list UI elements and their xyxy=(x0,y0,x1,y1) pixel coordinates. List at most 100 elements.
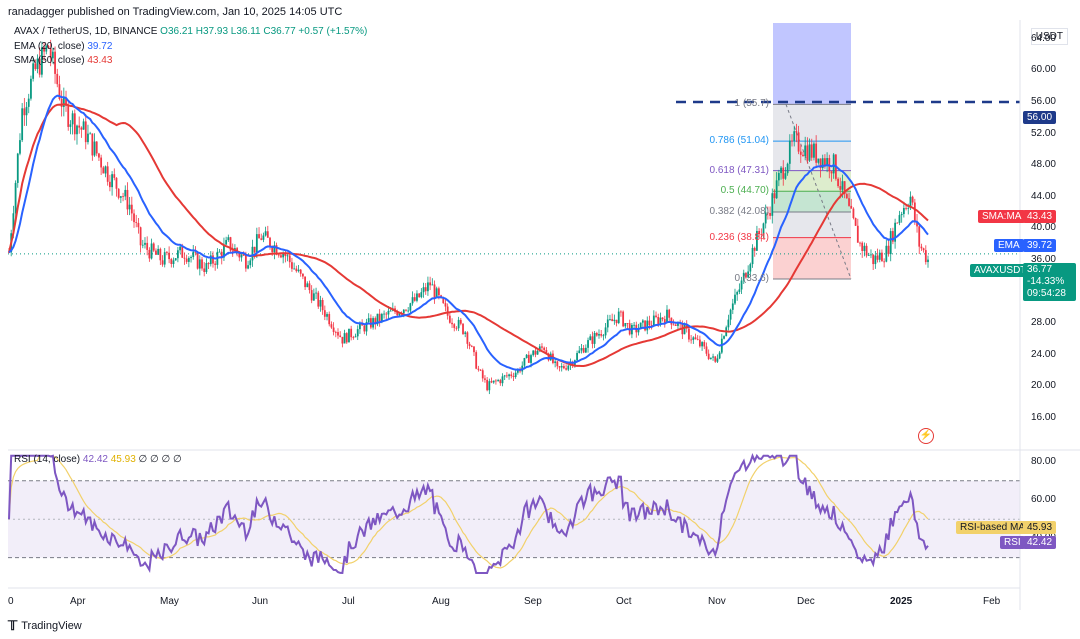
candle-body xyxy=(58,84,61,99)
candle-body xyxy=(810,144,813,158)
candle-body xyxy=(604,327,607,336)
candle-body xyxy=(883,261,886,263)
candle-body xyxy=(556,361,559,367)
candle-body xyxy=(288,255,291,263)
candle-body xyxy=(444,303,447,307)
candle-body xyxy=(359,323,361,330)
ema-legend[interactable]: EMA (20, close) 39.72 xyxy=(14,41,112,52)
candle-body xyxy=(144,242,146,245)
candle-body xyxy=(648,320,651,326)
candle-body xyxy=(924,250,927,263)
candle-body xyxy=(231,250,234,252)
candle-body xyxy=(244,255,247,269)
candle-body xyxy=(848,198,850,206)
sma-line xyxy=(8,103,929,367)
candle-body xyxy=(881,252,883,262)
candle-body xyxy=(295,268,298,272)
candle-body xyxy=(212,255,214,264)
alert-icon[interactable]: ⚡ xyxy=(918,428,934,444)
candle-body xyxy=(67,105,70,127)
candle-body xyxy=(312,293,315,301)
candle-body xyxy=(255,234,258,253)
candle-body xyxy=(488,381,491,391)
candle-body xyxy=(707,353,710,359)
candle-body xyxy=(661,317,664,320)
candle-body xyxy=(424,287,427,292)
symbol-tag: AVAXUSDT xyxy=(970,264,1031,277)
candle-body xyxy=(652,315,655,326)
candle-body xyxy=(306,283,309,288)
candle-body xyxy=(251,246,254,261)
candle-body xyxy=(310,290,313,301)
candle-body xyxy=(830,171,833,174)
candle-body xyxy=(896,222,899,224)
price-tick-label: 52.00 xyxy=(1030,127,1056,139)
candle-body xyxy=(865,245,868,256)
change-percent: -14.33% xyxy=(1027,276,1065,287)
candle-body xyxy=(93,141,96,156)
candle-body xyxy=(731,303,734,310)
candle-body xyxy=(253,246,256,253)
candle-body xyxy=(850,205,853,209)
candle-body xyxy=(407,310,410,312)
candle-body xyxy=(89,133,92,135)
candle-body xyxy=(433,284,436,298)
candle-body xyxy=(657,316,660,325)
candle-body xyxy=(418,293,421,298)
price-tick-label: 16.00 xyxy=(1030,412,1056,423)
candle-body xyxy=(218,251,221,253)
fib-zone-green xyxy=(773,191,851,212)
candle-body xyxy=(769,213,771,216)
candle-body xyxy=(545,350,548,354)
sma-legend[interactable]: SMA (50, close) 43.43 xyxy=(14,55,112,66)
candle-body xyxy=(240,254,243,258)
candle-body xyxy=(330,324,333,328)
candle-body xyxy=(146,242,149,250)
candle-body xyxy=(804,145,807,157)
candle-body xyxy=(157,248,160,255)
candle-body xyxy=(771,193,774,216)
candle-body xyxy=(448,315,451,323)
candle-body xyxy=(677,322,679,326)
candle-body xyxy=(350,328,353,338)
candle-body xyxy=(641,320,644,323)
candle-body xyxy=(98,153,100,158)
time-tick-label: Jul xyxy=(342,596,355,607)
candle-body xyxy=(466,332,469,344)
candle-body xyxy=(78,125,81,128)
candle-body xyxy=(617,311,620,324)
candle-body xyxy=(563,366,565,369)
currency-button[interactable]: USDT xyxy=(1030,28,1068,45)
candle-body xyxy=(192,251,195,257)
candle-body xyxy=(378,313,381,322)
candle-body xyxy=(742,272,745,281)
rsi-legend[interactable]: RSI (14, close) 42.42 45.93 ∅ ∅ ∅ ∅ xyxy=(14,454,182,465)
candle-body xyxy=(484,378,486,380)
candle-body xyxy=(225,240,228,245)
candle-body xyxy=(286,255,289,257)
symbol-name[interactable]: AVAX / TetherUS, 1D, BINANCE xyxy=(14,26,158,37)
candle-body xyxy=(775,180,778,199)
candle-body xyxy=(176,250,179,259)
candle-body xyxy=(106,166,109,182)
candle-body xyxy=(150,243,153,259)
price-tick-label: 40.00 xyxy=(1030,222,1056,234)
candle-body xyxy=(437,288,440,296)
candle-body xyxy=(209,255,212,265)
candle-body xyxy=(214,263,217,265)
candle-body xyxy=(852,208,855,219)
candle-body xyxy=(356,329,359,337)
candle-body xyxy=(773,193,776,199)
candle-body xyxy=(23,108,26,116)
candle-body xyxy=(920,246,923,249)
candle-body xyxy=(894,222,897,242)
candle-body xyxy=(54,51,56,74)
candle-body xyxy=(380,314,383,322)
candle-body xyxy=(367,318,370,323)
brand-name[interactable]: TradingView xyxy=(21,620,82,632)
candle-body xyxy=(802,154,804,157)
candle-body xyxy=(220,251,223,258)
candle-body xyxy=(646,320,649,331)
candle-body xyxy=(422,287,425,293)
